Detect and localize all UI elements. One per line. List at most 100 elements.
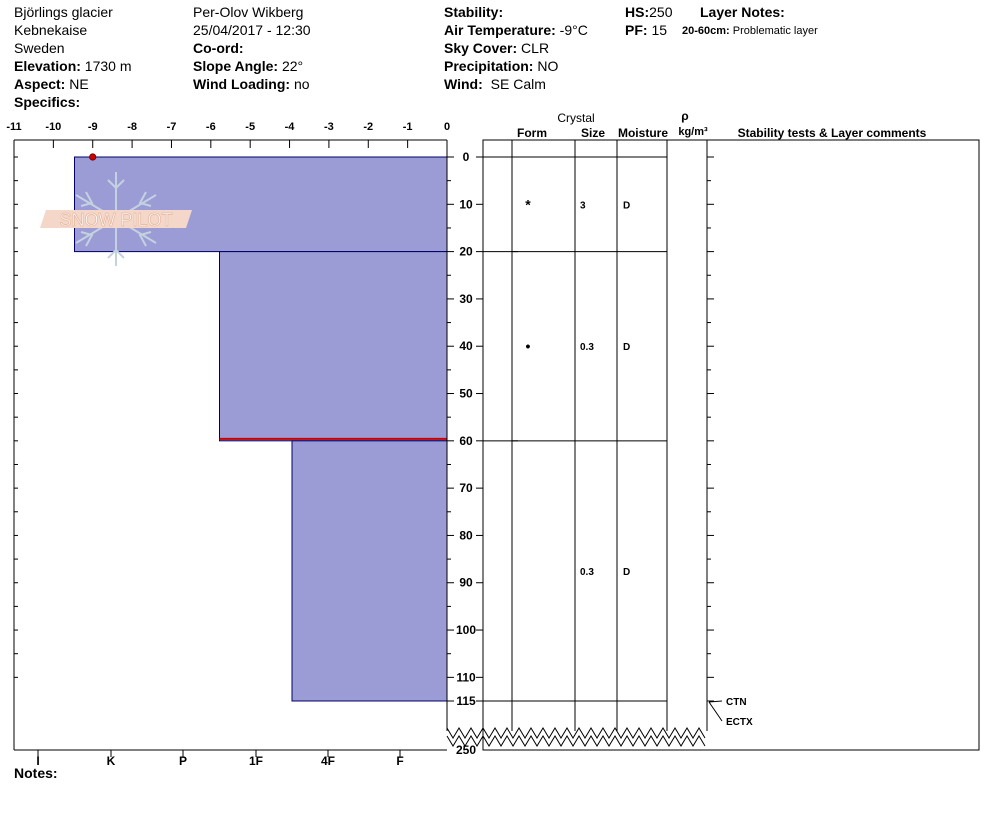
depth-tick-label: 60 — [459, 434, 473, 448]
aspect-label: Aspect: — [14, 76, 66, 92]
notes-label: Notes: — [14, 765, 58, 781]
moisture-header: Moisture — [618, 126, 668, 140]
crystal-header: Crystal — [557, 111, 594, 125]
hardness-layers — [74, 156, 448, 702]
depth-tick-label: 90 — [459, 576, 473, 590]
sky-label: Sky Cover: — [444, 40, 518, 56]
wind-loading-row: Wind Loading: no — [193, 75, 311, 93]
layer-notes-label: Layer Notes: — [700, 4, 785, 20]
hardness-layer-2 — [219, 251, 448, 442]
hs-label: HS: — [625, 4, 650, 20]
size-header: Size — [581, 126, 605, 140]
aspect-value: NE — [69, 76, 89, 92]
depth-axis: 0 10 20 30 40 50 60 70 80 90 100 110 115 250 — [14, 150, 714, 757]
site-info: Björlings glacier Kebnekaise Sweden Elev… — [14, 3, 132, 111]
hardness-axis: I K P 1F 4F F — [36, 750, 404, 768]
depth-tick-label: 50 — [459, 387, 473, 401]
layer-table-rows: * 3 D • 0.3 D 0.3 D CTN ECTX — [483, 156, 753, 728]
slope-row: Slope Angle: 22° — [193, 57, 311, 75]
temp-tick-label: -7 — [167, 121, 177, 133]
coord-row: Co-ord: — [193, 39, 311, 57]
sky-value: CLR — [521, 40, 550, 56]
zigzag-line — [446, 735, 706, 747]
layer-table-frame — [482, 139, 980, 751]
temp-tick-label: -2 — [363, 121, 373, 133]
rho-header: ρ — [681, 109, 688, 123]
slope-label: Slope Angle: — [193, 58, 279, 74]
wind-row: Wind: SE Calm — [444, 75, 588, 93]
air-temp-value: -9°C — [559, 22, 588, 38]
precip-row: Precipitation: NO — [444, 57, 588, 75]
stability-label: Stability: — [444, 4, 504, 20]
depth-tick-label: 20 — [459, 245, 473, 259]
temperature-axis: -11 -10 -9 -8 -7 -6 -5 -4 -3 -2 -1 0 — [6, 121, 450, 161]
depth-tick-label: 100 — [456, 623, 476, 637]
region-name: Kebnekaise — [14, 22, 88, 38]
wind-value: SE Calm — [490, 76, 546, 92]
depth-tick-label: 115 — [456, 694, 476, 708]
weather-info: Stability: Air Temperature: -9°C Sky Cov… — [444, 3, 588, 93]
stability-test-pointer — [708, 700, 723, 703]
pf-row: PF: 15 — [625, 21, 672, 39]
crystal-form-symbol: * — [525, 196, 531, 212]
precip-label: Precipitation: — [444, 58, 534, 74]
location-name: Björlings glacier — [14, 4, 113, 20]
hardness-layer-3 — [291, 440, 448, 702]
zigzag-line — [446, 727, 706, 739]
density-unit-header: kg/m³ — [678, 126, 708, 138]
stability-test-pointer — [708, 701, 723, 722]
layer-notes: Layer Notes: — [700, 3, 785, 21]
temp-tick-label: -5 — [245, 121, 255, 133]
temp-tick-label: -10 — [45, 121, 61, 133]
temp-tick-label: -8 — [127, 121, 137, 133]
hs-value: 250 — [649, 4, 673, 20]
hs-row: HS:250 — [625, 3, 672, 21]
logo-text: SNOW PILOT — [59, 210, 172, 230]
crystal-size-value: 0.3 — [580, 567, 594, 578]
observation-datetime: 25/04/2017 - 12:30 — [193, 22, 311, 38]
layer-note-text: Problematic layer — [732, 25, 818, 37]
depth-tick-label: 0 — [463, 150, 470, 164]
sky-row: Sky Cover: CLR — [444, 39, 588, 57]
snowpilot-logo: SNOW PILOT — [40, 172, 192, 266]
hardness-tick-label: F — [396, 754, 403, 768]
layer-note-item: 20-60cm: Problematic layer — [682, 22, 818, 40]
temp-tick-label: -4 — [285, 121, 296, 133]
hardness-tick-label: P — [179, 754, 187, 768]
depth-tick-label: 250 — [456, 743, 476, 757]
wind-label: Wind: — [444, 76, 483, 92]
temperature-point — [89, 153, 97, 161]
elevation-label: Elevation: — [14, 58, 81, 74]
depth-tick-label: 110 — [456, 670, 476, 684]
depth-tick-label: 70 — [459, 481, 473, 495]
air-temp-row: Air Temperature: -9°C — [444, 21, 588, 39]
depth-tick-label: 10 — [459, 197, 473, 211]
slope-value: 22° — [281, 58, 304, 74]
temp-tick-label: -9 — [88, 121, 98, 133]
logo-banner — [40, 210, 192, 228]
country-name: Sweden — [14, 40, 65, 56]
form-header: Form — [517, 126, 547, 140]
crystal-size-value: 0.3 — [580, 342, 594, 353]
hardness-layer-1 — [74, 156, 448, 253]
moisture-value: D — [623, 567, 630, 578]
moisture-value: D — [623, 200, 630, 211]
crystal-form-symbol: • — [526, 338, 531, 354]
elevation-row: Elevation: 1730 m — [14, 57, 132, 75]
pf-label: PF: — [625, 22, 648, 38]
specifics-label: Specifics: — [14, 94, 81, 110]
moisture-value: D — [623, 342, 630, 353]
aspect-row: Aspect: NE — [14, 75, 132, 93]
precip-value: NO — [537, 58, 559, 74]
observer-name: Per-Olov Wikberg — [193, 4, 304, 20]
layer-note-range: 20-60cm: — [682, 25, 730, 37]
hardness-tick-label: I — [36, 754, 39, 768]
stability-row: Stability: — [444, 3, 588, 21]
hardness-tick-label: 1F — [249, 754, 263, 768]
depth-tick-label: 80 — [459, 528, 473, 542]
elevation-value: 1730 m — [84, 58, 132, 74]
temp-tick-label: -11 — [6, 121, 21, 133]
stability-test-label: ECTX — [726, 717, 753, 728]
observer-info: Per-Olov Wikberg 25/04/2017 - 12:30 Co-o… — [193, 3, 311, 93]
hardness-tick-label: 4F — [321, 754, 335, 768]
